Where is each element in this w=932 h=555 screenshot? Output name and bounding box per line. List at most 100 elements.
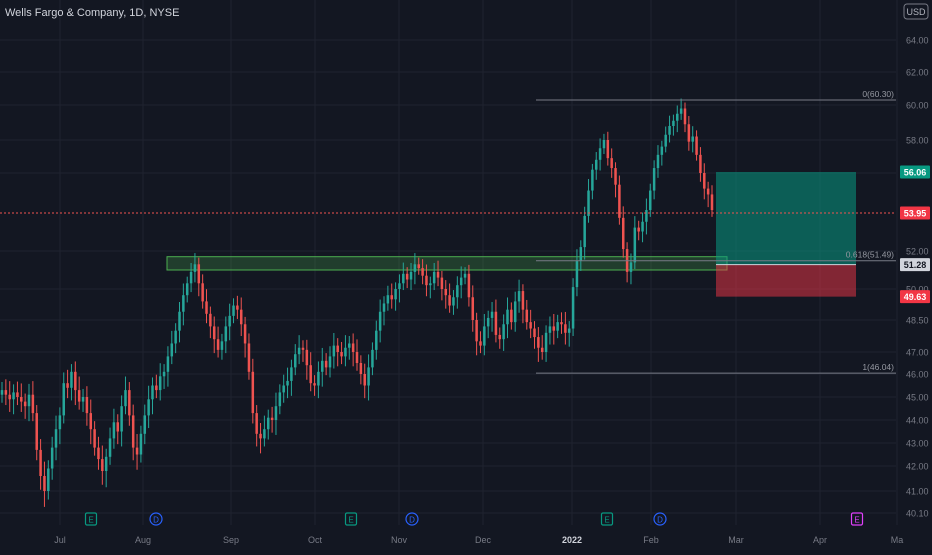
support-zone[interactable] (166, 256, 728, 271)
candle (31, 381, 35, 422)
candle-body (695, 136, 698, 155)
candle (158, 363, 162, 401)
candle-body (456, 285, 459, 298)
candle (587, 179, 590, 223)
candle (270, 406, 274, 433)
candle-body (656, 154, 660, 169)
candle-body (386, 295, 390, 304)
candle-body (621, 217, 625, 250)
candle (602, 133, 606, 155)
candle-body (645, 210, 648, 222)
candle (224, 316, 228, 354)
event-earnings-icon[interactable]: E (850, 512, 864, 526)
price-tag-entry[interactable]: 51.28 (900, 258, 930, 272)
candle-body (290, 367, 293, 381)
candle-body (359, 363, 363, 374)
candle-body (85, 397, 89, 414)
candle-body (35, 413, 38, 450)
candle-body (58, 415, 62, 430)
candle-body (228, 315, 231, 327)
candle (691, 126, 694, 153)
candle-body (683, 108, 687, 125)
currency-label: USD (906, 7, 926, 17)
candle-body (324, 360, 328, 368)
event-earnings-icon[interactable]: E (600, 512, 614, 526)
candle-body (4, 390, 8, 395)
candle-body (50, 447, 54, 469)
price-tick-label: 40.10 (906, 509, 929, 519)
candle (74, 361, 77, 406)
fib-level-label: 1(46.04) (862, 362, 894, 372)
candle (263, 415, 266, 447)
candle-body (521, 291, 525, 310)
price-tag-target[interactable]: 56.06 (900, 165, 930, 179)
time-axis[interactable]: Jul Aug Sep Oct Nov Dec 2022 Feb Mar Apr Ma (54, 535, 903, 545)
candle-body (440, 277, 444, 289)
time-tick-label: Aug (135, 535, 151, 545)
time-tick-label: Sep (223, 535, 239, 545)
event-marker-letter: E (348, 516, 353, 525)
candle-body (251, 371, 255, 414)
candle-body (189, 271, 193, 284)
candle-body (394, 289, 397, 300)
candle-body (328, 356, 332, 368)
candle (62, 372, 65, 424)
candle (247, 333, 251, 380)
candle (378, 299, 382, 343)
candle (425, 264, 428, 297)
candle-body (483, 326, 486, 346)
candle-body (216, 339, 220, 350)
event-dividend-icon[interactable]: D (405, 512, 419, 526)
target-zone[interactable] (716, 172, 856, 265)
candle (135, 434, 139, 470)
price-axis[interactable]: 64.0062.0060.0058.0056.0052.0050.0048.50… (900, 36, 930, 519)
currency-button[interactable]: USD (903, 3, 929, 20)
candle-body (687, 124, 691, 142)
price-tick-label: 43.00 (906, 439, 929, 449)
price-tag-current[interactable]: 53.95 (900, 206, 930, 220)
event-dividend-icon[interactable]: D (653, 512, 667, 526)
price-tag-bg (900, 206, 930, 220)
candle (174, 323, 177, 354)
event-marker-shape (850, 512, 864, 526)
price-tick-label: 42.00 (906, 462, 929, 472)
candle (490, 302, 494, 332)
candle-body (27, 394, 31, 407)
candle-body (467, 273, 471, 298)
candle (97, 436, 100, 470)
candle (679, 98, 683, 120)
candle-body (317, 371, 320, 386)
stop-zone[interactable] (716, 264, 856, 297)
candle (710, 185, 714, 217)
candle-body (344, 347, 347, 357)
candle-body (348, 343, 351, 348)
price-tag-bg (900, 290, 930, 304)
price-tick-label: 44.00 (906, 416, 929, 426)
candle-body (178, 311, 181, 331)
candle-body (313, 383, 316, 386)
candle-body (402, 273, 405, 284)
candle-body (390, 295, 393, 300)
price-tag-stop[interactable]: 49.63 (900, 290, 930, 304)
candle-body (39, 449, 42, 476)
candle (131, 404, 135, 461)
candle-body (506, 309, 509, 325)
time-tick-label: Jul (54, 535, 66, 545)
candle (676, 105, 679, 133)
candle (699, 147, 702, 182)
candle-body (668, 126, 671, 135)
event-marker-shape (84, 512, 98, 526)
candle-body (703, 173, 706, 189)
candle (552, 314, 556, 345)
candle (274, 392, 278, 435)
candle (212, 316, 216, 354)
candle (664, 126, 667, 153)
price-tag-bg (900, 165, 930, 179)
event-earnings-icon[interactable]: E (84, 512, 98, 526)
event-earnings-icon[interactable]: E (344, 512, 358, 526)
candle-body (201, 283, 204, 302)
event-dividend-icon[interactable]: D (149, 512, 163, 526)
candle-body (571, 287, 575, 329)
